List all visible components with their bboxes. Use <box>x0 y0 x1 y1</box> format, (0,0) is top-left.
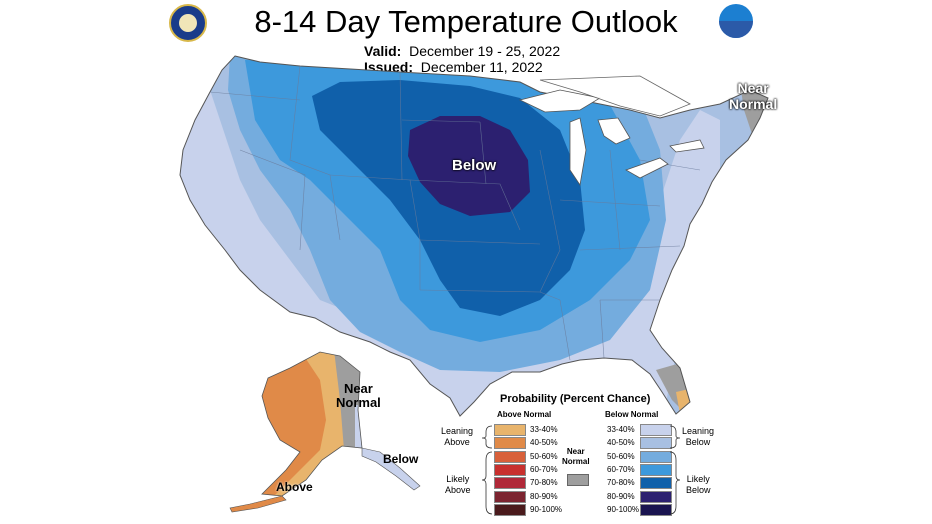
legend-leaning-above: Leaning Above <box>441 426 473 448</box>
legend-range-label: 33-40% <box>607 425 635 434</box>
legend-below-header: Below Normal <box>605 410 659 419</box>
legend-swatch <box>640 437 672 450</box>
legend-swatch <box>494 437 526 450</box>
legend-range-label: 60-70% <box>530 464 558 474</box>
valid-dates: December 19 - 25, 2022 <box>409 43 561 59</box>
issued-date: December 11, 2022 <box>420 59 543 75</box>
legend-range-label: 33-40% <box>530 425 558 434</box>
legend-above-header: Above Normal <box>497 410 552 419</box>
great-lakes <box>518 75 705 187</box>
legend-range-label: 60-70% <box>607 464 635 474</box>
legend-near-normal-label: Near Normal <box>562 447 590 467</box>
near-normal-ak-line2: Normal <box>336 395 381 410</box>
valid-label: Valid: <box>364 43 402 59</box>
legend-likely-above: Likely Above <box>445 474 471 496</box>
near-normal-ne-line1: Near <box>737 80 769 96</box>
alaska-panhandle <box>361 447 421 491</box>
legend-swatch <box>640 490 672 503</box>
doc-seal-logo <box>169 4 207 42</box>
leaning-below-line1: Leaning <box>682 426 715 436</box>
legend-swatch <box>494 477 526 490</box>
noaa-logo <box>719 4 753 38</box>
near-normal-ne-line2: Normal <box>729 96 778 112</box>
legend-leaning-below: Leaning Below <box>682 426 714 448</box>
legend-swatch <box>640 463 672 476</box>
alaska-outline <box>261 351 363 497</box>
legend-range-label: 50-60% <box>530 451 558 461</box>
legend-range-label: 80-90% <box>607 491 635 501</box>
near-normal-ne-label: Near Normal <box>729 80 777 112</box>
legend-swatch <box>494 463 526 476</box>
legend-swatch <box>494 450 526 463</box>
legend-swatch <box>494 503 526 516</box>
below-ak-label: Below <box>383 452 419 466</box>
map-title: 8-14 Day Temperature Outlook <box>254 4 678 39</box>
legend-swatch <box>494 490 526 503</box>
legend-range-label: 70-80% <box>530 478 558 488</box>
legend-range-label: 50-60% <box>607 451 635 461</box>
likely-below-line2: Below <box>686 485 711 495</box>
below-conus-label: Below <box>452 157 497 174</box>
legend-near-line2: Normal <box>562 457 590 466</box>
leaning-below-line2: Below <box>685 437 711 447</box>
above-ak-label: Above <box>276 480 313 494</box>
near-normal-ak-line1: Near <box>343 381 373 396</box>
valid-line: Valid: December 19 - 25, 2022 <box>364 43 560 59</box>
likely-above-line1: Likely <box>446 474 470 484</box>
likely-above-line2: Above <box>445 485 471 495</box>
legend-range-label: 90-100% <box>530 504 563 514</box>
legend-swatch <box>494 424 526 436</box>
legend-swatch <box>640 450 672 463</box>
legend-near-line1: Near <box>566 447 585 456</box>
legend-swatch <box>640 503 672 516</box>
legend-range-label: 80-90% <box>530 491 558 501</box>
legend-range-label: 40-50% <box>607 438 635 448</box>
likely-below-line1: Likely <box>686 474 710 484</box>
legend-range-label: 40-50% <box>530 438 558 448</box>
conus-outline <box>179 55 769 417</box>
leaning-above-line2: Above <box>444 437 470 447</box>
legend-range-label: 70-80% <box>607 478 635 488</box>
legend-near-normal-swatch <box>567 474 589 486</box>
legend-range-label: 90-100% <box>607 504 640 514</box>
legend-title: Probability (Percent Chance) <box>500 393 651 405</box>
legend-likely-below: Likely Below <box>686 474 711 496</box>
aleutian-islands <box>229 495 287 513</box>
near-normal-ak-label: Near Normal <box>336 382 381 410</box>
below-80-90-zone <box>408 116 530 216</box>
legend-swatch <box>640 477 672 490</box>
legend-swatch <box>640 424 672 436</box>
leaning-above-line1: Leaning <box>441 426 474 436</box>
